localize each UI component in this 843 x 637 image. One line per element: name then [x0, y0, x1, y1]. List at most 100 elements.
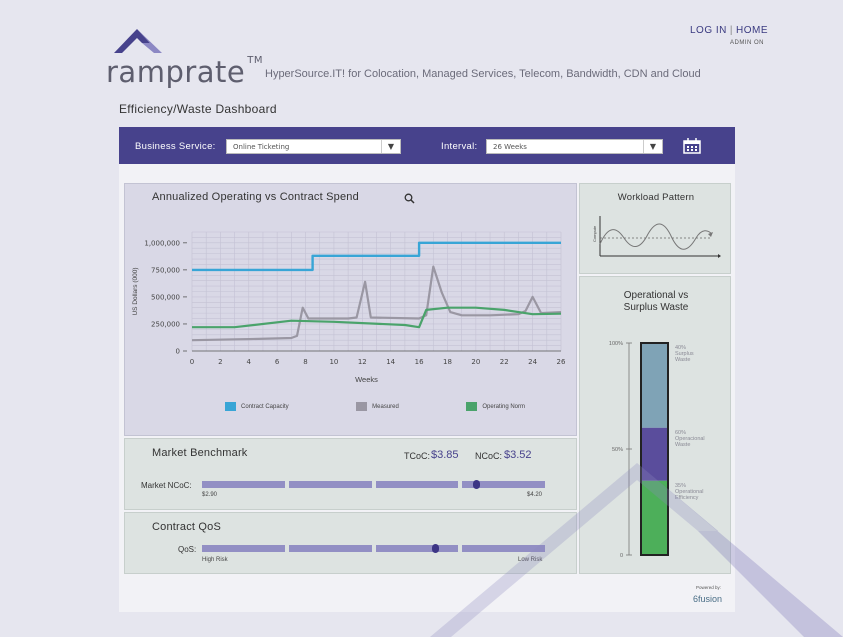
qos-marker[interactable]: [432, 544, 440, 553]
waste-title: Operational vs Surplus Waste: [580, 290, 732, 314]
scale-segment: [289, 545, 372, 552]
scale-segment: [462, 481, 545, 488]
workload-title: Workload Pattern: [617, 192, 695, 203]
workload-sparkline: Compute: [592, 216, 721, 258]
x-tick-label: 10: [329, 358, 338, 366]
benchmark-marker[interactable]: [473, 480, 481, 489]
tagline: HyperSource.IT! for Colocation, Managed …: [265, 68, 701, 80]
y-axis-label: US Dollars (000): [132, 267, 139, 315]
waste-segment: [641, 343, 668, 428]
waste-segment-label: Efficiency: [675, 495, 699, 501]
waste-tick-label: 100%: [609, 341, 623, 347]
chart-title: Annualized Operating vs Contract Spend: [152, 191, 359, 203]
benchmark-min: $2.90: [202, 492, 218, 498]
series-line-contract-capacity: [192, 241, 561, 272]
waste-segment-label: 35%: [675, 483, 686, 489]
qos-scale: [202, 544, 545, 553]
waste-bar-outline: [640, 342, 669, 556]
x-tick-label: 26: [557, 358, 566, 366]
y-tick-label: 1,000,000: [144, 239, 180, 247]
waste-segment-label: Waste: [675, 357, 690, 363]
scale-segment: [376, 545, 458, 552]
tcoc-label: TCoC:: [404, 451, 431, 461]
x-tick-label: 22: [500, 358, 509, 366]
x-tick-label: 16: [415, 358, 424, 366]
x-tick-label: 2: [218, 358, 222, 366]
y-tick-label: 250,000: [151, 320, 180, 328]
interval-value: 26 Weeks: [493, 143, 527, 151]
y-tick-label: 500,000: [151, 293, 180, 301]
scale-segment: [376, 481, 458, 488]
calendar-icon[interactable]: [683, 138, 701, 154]
filter-toolbar: Business Service: Online Ticketing ▼ Int…: [119, 127, 735, 164]
legend-swatch: [225, 402, 236, 411]
tcoc-value: $3.85: [431, 449, 459, 461]
spend-chart-card: Annualized Operating vs Contract Spend 0…: [124, 183, 577, 436]
x-tick-label: 12: [358, 358, 367, 366]
qos-card: Contract QoS QoS: High Risk Low Risk: [124, 512, 577, 574]
chevron-down-icon[interactable]: ▼: [643, 140, 662, 153]
ncoc-value: $3.52: [504, 449, 532, 461]
spend-line-chart: 0 2 4 6 8 10 12 14 16 18 20 22 24 260250,000500,00075…: [132, 231, 566, 384]
waste-segment-label: Surplus: [675, 351, 694, 357]
chevron-down-icon[interactable]: ▼: [381, 140, 400, 153]
waste-segment: [641, 480, 668, 555]
waste-segment-label: Operational: [675, 489, 703, 495]
scale-segment: [202, 545, 285, 552]
benchmark-title: Market Benchmark: [152, 447, 248, 459]
scale-segment: [462, 545, 545, 552]
interval-select[interactable]: 26 Weeks ▼: [486, 139, 663, 154]
nav-separator: |: [729, 25, 734, 36]
y-tick-label: 0: [176, 348, 180, 356]
qos-min: High Risk: [202, 557, 228, 563]
legend-measured: Measured: [356, 402, 399, 411]
top-nav: LOG IN | HOME: [690, 25, 768, 36]
x-tick-label: 6: [275, 358, 280, 366]
chart-legend: Contract Capacity Measured Operating Nor…: [225, 402, 525, 411]
x-tick-label: 18: [443, 358, 452, 366]
waste-segment-label: 40%: [675, 345, 686, 351]
interval-label: Interval:: [441, 141, 478, 152]
legend-operating-norm: Operating Norm: [466, 402, 525, 411]
waste-tick-label: 50%: [612, 447, 623, 453]
business-service-select[interactable]: Online Ticketing ▼: [226, 139, 401, 154]
scale-segment: [202, 481, 285, 488]
home-link[interactable]: HOME: [736, 25, 769, 36]
x-tick-label: 0: [190, 358, 194, 366]
page-title: Efficiency/Waste Dashboard: [119, 102, 277, 116]
waste-stacked-bar: 100%50%040%SurplusWaste60%OperacionalWas…: [609, 341, 705, 559]
x-tick-label: 24: [528, 358, 537, 366]
waste-title-line1: Operational vs: [623, 290, 689, 301]
waste-card: Operational vs Surplus Waste 100% 50% 0 40%…: [579, 276, 731, 574]
6fusion-logo: 6fusion: [693, 594, 723, 604]
waste-segment-label: Operacional: [675, 436, 705, 442]
workload-card: Workload Pattern Compute: [579, 183, 731, 274]
x-tick-label: 14: [386, 358, 395, 366]
x-axis-label: Weeks: [355, 375, 378, 384]
benchmark-max: $4.20: [527, 492, 543, 498]
magnifier-icon[interactable]: [404, 193, 415, 204]
benchmark-scale: [202, 480, 545, 489]
x-tick-label: 20: [471, 358, 480, 366]
market-ncoc-label: Market NCoC:: [141, 481, 192, 490]
waste-segment-label: Waste: [675, 442, 690, 448]
series-line-operating-norm: [192, 306, 562, 329]
login-link[interactable]: LOG IN: [690, 25, 727, 36]
x-tick-label: 4: [247, 358, 252, 366]
legend-swatch: [356, 402, 368, 411]
waste-tick-label: 0: [620, 553, 623, 559]
ramprate-watermark-icon: [430, 463, 843, 637]
waste-title-line2: Surplus Waste: [623, 302, 689, 313]
legend-contract-capacity: Contract Capacity: [225, 402, 289, 411]
qos-max: Low Risk: [518, 557, 543, 563]
waste-segment-label: 60%: [675, 430, 686, 436]
waste-segment: [641, 427, 668, 481]
scale-segment: [289, 481, 372, 488]
admin-status: ADMIN ON: [730, 40, 764, 46]
ramprate-logo-text[interactable]: ramprate TM: [106, 55, 264, 89]
y-tick-label: 750,000: [151, 266, 180, 274]
powered-by-label: Powered by:: [696, 585, 722, 590]
benchmark-card: Market Benchmark TCoC: $3.85 NCoC: $3.52…: [124, 438, 577, 510]
qos-label: QoS:: [178, 545, 197, 554]
ncoc-label: NCoC:: [475, 451, 503, 461]
